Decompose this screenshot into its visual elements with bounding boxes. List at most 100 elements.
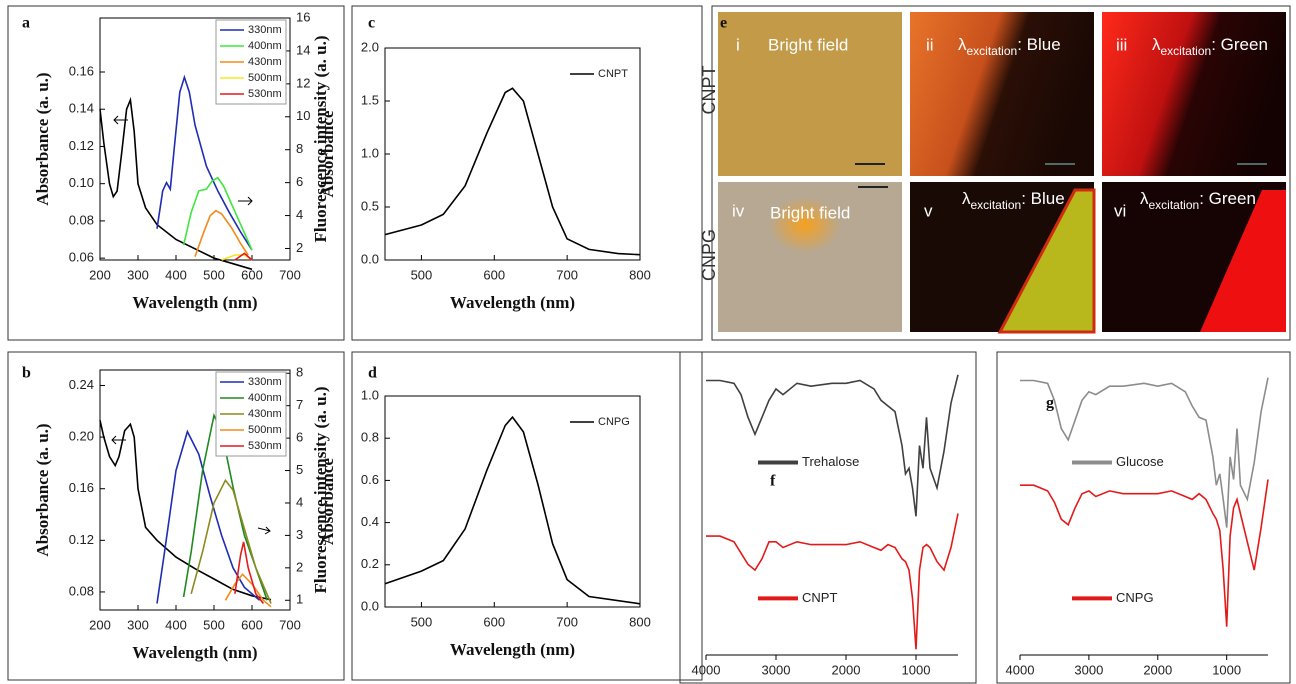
panel-label: d [368,365,377,382]
panel-label: b [22,365,31,382]
x-axis-title: Wavelength (nm) [132,293,257,312]
symbol: λ [1140,189,1149,208]
x-tick-label: 600 [483,614,505,629]
legend-label: 530nm [248,88,282,100]
cell-text: λexcitation: Green [1140,189,1256,212]
panel-label: g [1046,395,1054,412]
symbol: λ [1152,35,1161,54]
cell-numeral: ii [926,35,934,54]
data-line [384,415,641,605]
y-tick-label: 1.5 [361,92,379,107]
legend-label: 430nm [248,56,282,68]
x-tick-label: 2000 [1143,662,1172,677]
symbol: λ [962,189,971,208]
plot-frame [384,395,641,608]
x-tick-label: 700 [556,267,578,282]
data-line [224,573,272,608]
arrow [111,435,126,445]
data-line [706,513,959,650]
legend-label: 430nm [248,408,282,420]
cell-numeral: i [736,35,740,54]
y-axis-title: Absorbance (a. u.) [33,72,52,205]
micrograph [718,12,902,176]
y-tick-label: 0.08 [69,583,94,598]
y-tick-label: 0.0 [361,598,379,613]
x-axis-title: Wavelength (nm) [450,640,575,659]
y-tick-label: 0.08 [69,212,94,227]
x-tick-label: 500 [203,617,225,632]
legend-label: 530nm [248,440,282,452]
cell-numeral: iv [732,201,745,220]
legend-label: 400nm [248,392,282,404]
data-line [384,87,641,256]
x-tick-label: 200 [89,267,111,282]
y2-tick-label: 6 [296,174,303,189]
cell-text: Bright field [768,35,848,54]
legend-label: CNPT [802,590,837,605]
y2-tick-label: 1 [296,592,303,607]
panel-frame [7,5,345,341]
legend-label: Trehalose [802,454,859,469]
y-tick-label: 0.12 [69,138,94,153]
x-tick-label: 400 [165,617,187,632]
subscript: excitation [971,198,1022,212]
y2-tick-label: 5 [296,462,303,477]
y-tick-label: 0.14 [69,101,94,116]
subscript: excitation [1149,198,1200,212]
y-tick-label: 1.0 [361,387,379,402]
data-line [194,209,249,257]
cell-numeral: v [924,201,933,220]
panel-frame [351,351,703,681]
cell-text: : Green [1199,189,1256,208]
plot-frame [99,17,291,261]
x-tick-label: 300 [127,617,149,632]
data-line [706,374,959,517]
cell-text: Bright field [770,203,850,222]
panel-frame [679,351,977,684]
y2-tick-label: 16 [296,9,310,24]
x-tick-label: 600 [241,267,263,282]
panel-frame [996,351,1291,684]
panel-label: e [720,15,727,32]
legend-label: CNPG [598,416,630,428]
data-line [99,96,253,271]
x-tick-label: 500 [203,267,225,282]
legend-label: 500nm [248,72,282,84]
x-tick-label: 500 [411,614,433,629]
y-tick-label: 0.12 [69,532,94,547]
x-axis-title: Wavelength (nm) [450,293,575,312]
x-tick-label: 800 [629,614,651,629]
micrograph [910,12,1094,176]
y2-axis-title: Fluorescence intensity (a. u.) [311,387,330,594]
y2-tick-label: 10 [296,108,310,123]
arrow [238,196,253,206]
y2-tick-label: 8 [296,141,303,156]
x-tick-label: 300 [127,267,149,282]
y-tick-label: 2.0 [361,39,379,54]
y-tick-label: 0.16 [69,63,94,78]
y-tick-label: 0.2 [361,556,379,571]
x-tick-label: 2000 [832,662,861,677]
x-tick-label: 3000 [1074,662,1103,677]
y2-tick-label: 8 [296,365,303,380]
cell-text: : Blue [1021,189,1064,208]
panel-label: c [368,15,375,32]
y2-tick-label: 6 [296,430,303,445]
y-tick-label: 0.20 [69,429,94,444]
panel-label: a [22,15,30,32]
data-line [156,429,261,604]
cell-text: λexcitation: Blue [962,189,1065,212]
legend-label: 330nm [248,24,282,36]
y-tick-label: 0.6 [361,472,379,487]
panel-frame [711,5,1291,341]
micrograph-feature [769,197,841,253]
x-tick-label: 3000 [762,662,791,677]
row-label: CNPG [699,229,719,281]
x-tick-label: 600 [241,617,263,632]
micrograph-feature [997,188,1096,334]
legend-label: CNPT [598,68,628,80]
x-tick-label: 500 [411,267,433,282]
data-line [234,252,253,261]
subscript: excitation [1161,44,1212,58]
